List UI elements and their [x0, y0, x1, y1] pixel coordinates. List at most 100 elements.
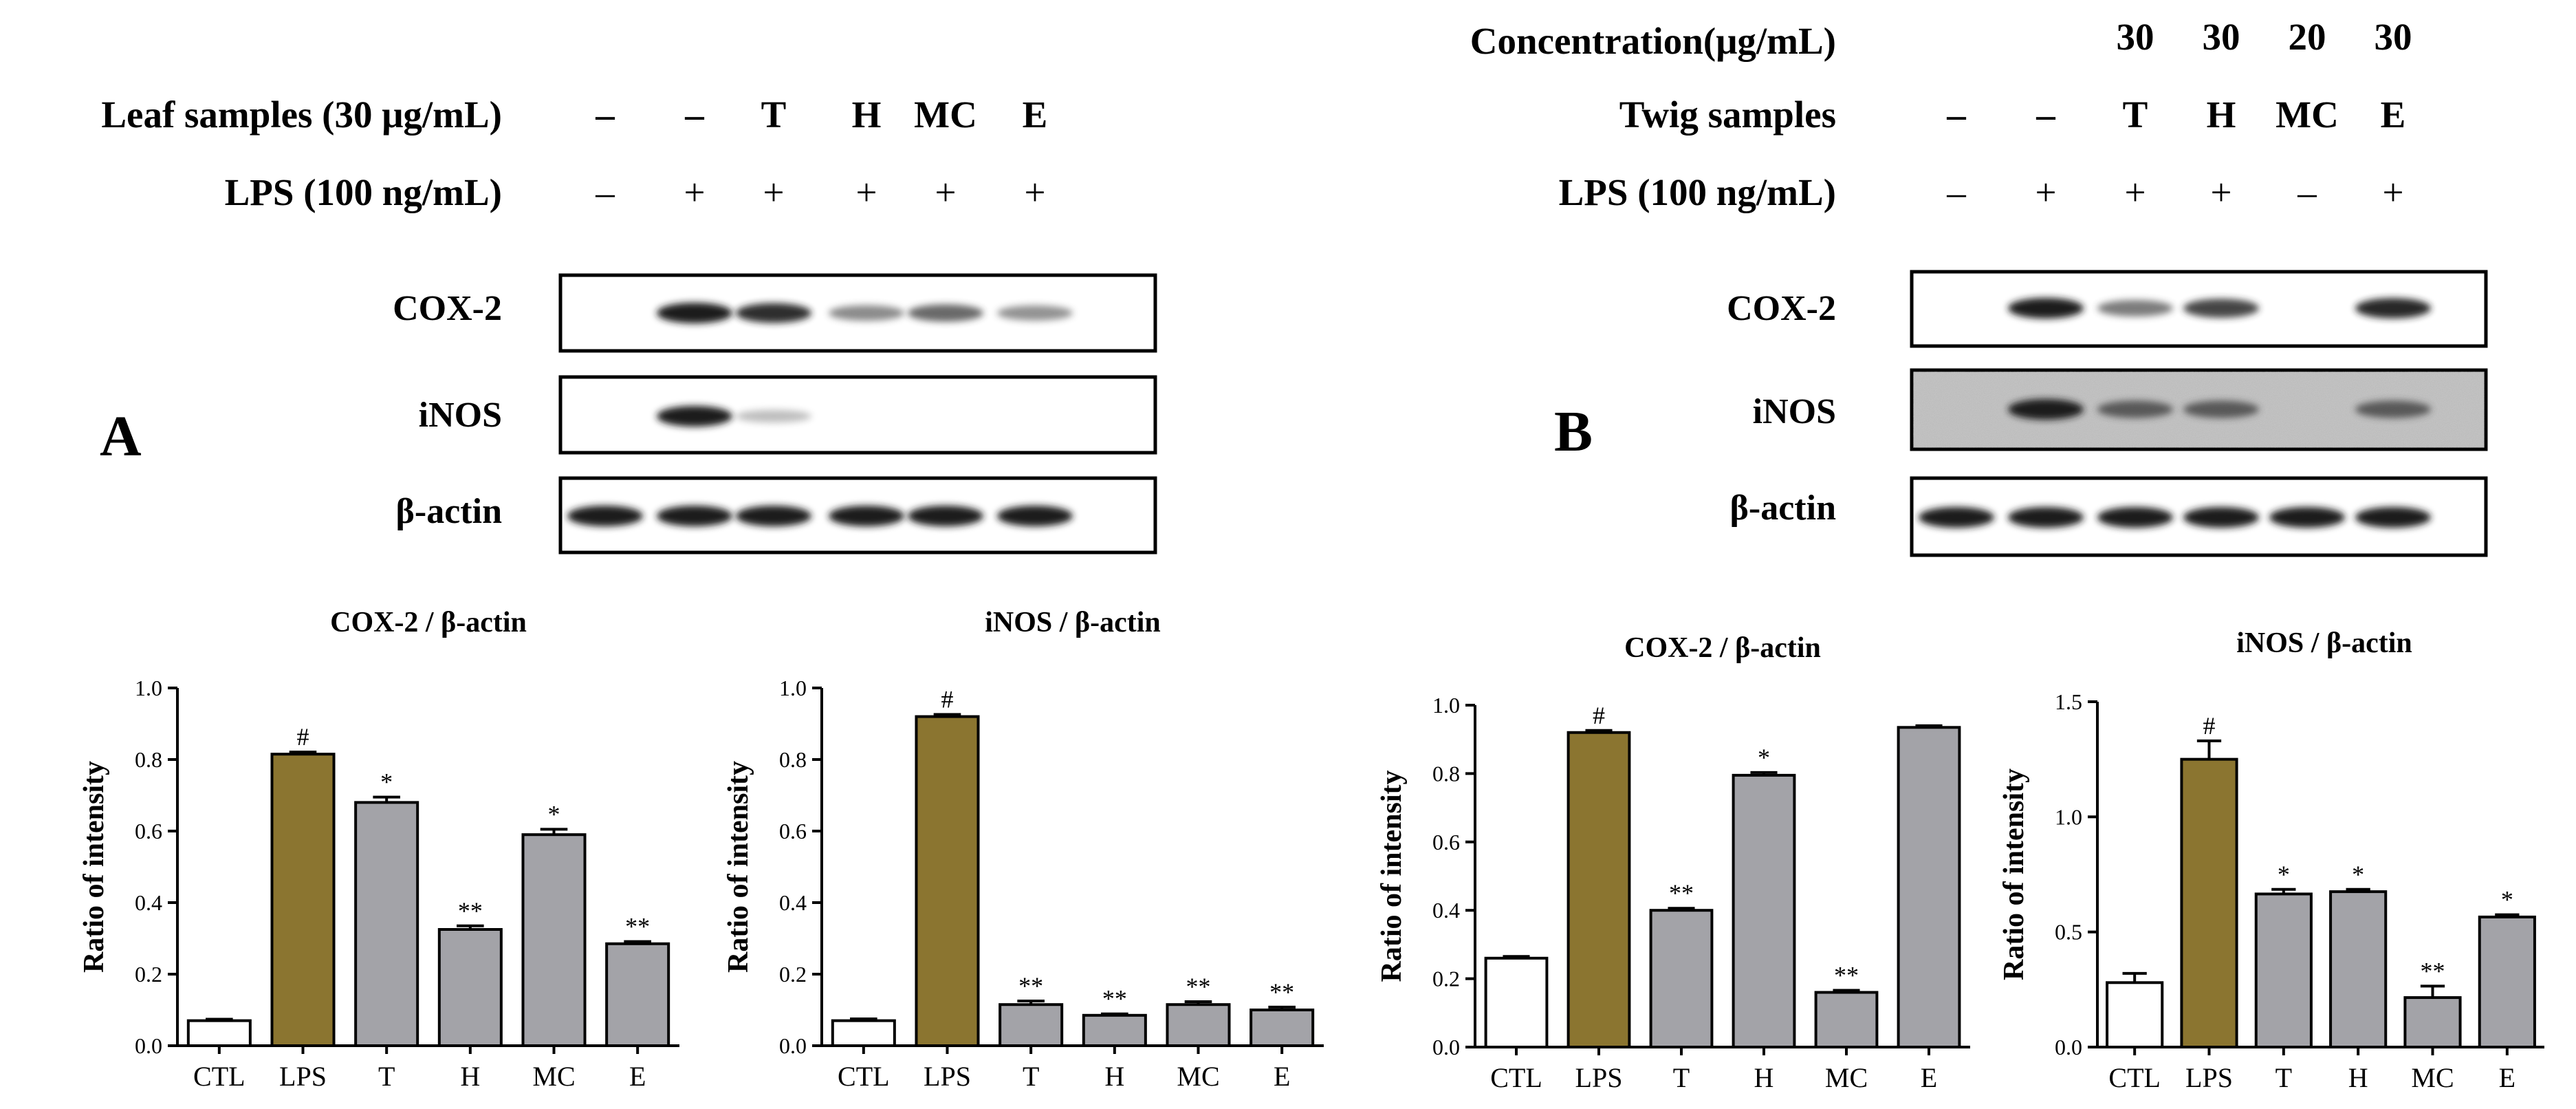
- header-cell: +: [2124, 171, 2146, 213]
- panel-b-concentration-row: 30 30 20 30: [2117, 16, 2412, 58]
- header-cell: +: [2382, 171, 2403, 213]
- x-tick-label: LPS: [924, 1061, 971, 1092]
- blot-band: [1919, 507, 1994, 528]
- panel-a-letter: A: [100, 405, 142, 469]
- x-tick-label: E: [2499, 1062, 2515, 1093]
- bar-h: [437, 928, 503, 1047]
- panel-a-sample-row: – – T H MC E: [595, 94, 1047, 136]
- header-cell: 20: [2289, 16, 2326, 58]
- x-tick-label: H: [1104, 1061, 1124, 1092]
- bar-e: [2478, 915, 2536, 1048]
- blot-band: [657, 506, 732, 526]
- x-tick-label: CTL: [193, 1061, 245, 1092]
- x-tick-label: T: [1673, 1062, 1690, 1093]
- bar-t: [998, 1003, 1064, 1047]
- y-tick-label: 0.4: [135, 890, 162, 915]
- y-tick-label: 0.0: [1432, 1035, 1460, 1059]
- header-cell: E: [1023, 94, 1048, 136]
- header-cell: +: [2210, 171, 2231, 213]
- blot-label-cox2-a: COX-2: [393, 289, 502, 328]
- header-cell: +: [935, 171, 956, 213]
- blot-band: [657, 406, 732, 427]
- header-cell: +: [2035, 171, 2056, 213]
- header-cell: +: [763, 171, 784, 213]
- header-cell: MC: [2275, 94, 2339, 136]
- significance-mark: #: [941, 685, 954, 713]
- significance-mark: **: [1269, 978, 1294, 1006]
- chart-inos-leaf: iNOS / β-actin 0.0 0.2 0.4 0.6 0.8 1.0 Ratio of…: [723, 607, 1324, 1092]
- chart-title: COX-2 / β-actin: [330, 607, 527, 638]
- blot-label-inos-a: iNOS: [419, 396, 502, 435]
- x-tick-label: CTL: [1490, 1062, 1542, 1093]
- significance-mark: #: [297, 723, 309, 751]
- significance-mark: **: [1102, 985, 1127, 1013]
- header-cell: –: [1946, 94, 1966, 136]
- header-cell: –: [595, 171, 615, 213]
- bar-lps: [2180, 757, 2238, 1048]
- blot-band: [2097, 507, 2173, 528]
- bar-h: [1732, 773, 1796, 1048]
- blot-band: [829, 305, 904, 321]
- header-cell: 30: [2117, 16, 2154, 58]
- header-cell: 30: [2203, 16, 2240, 58]
- y-tick-label: 1.5: [2055, 689, 2082, 714]
- x-tick-label: MC: [2411, 1062, 2454, 1093]
- blot-band: [2097, 300, 2173, 316]
- blot-box-actin-a: [558, 476, 1157, 554]
- x-tick-label: H: [1754, 1062, 1774, 1093]
- header-cell: 30: [2375, 16, 2412, 58]
- x-tick-label: LPS: [1575, 1062, 1623, 1093]
- panel-a-sample-label: Leaf samples (30 μg/mL): [101, 94, 502, 136]
- y-tick-label: 0.5: [2055, 920, 2082, 945]
- chart-inos-twig: iNOS / β-actin 0.0 0.5 1.0 1.5 Ratio of inten…: [1998, 627, 2544, 1093]
- header-cell: –: [1946, 171, 1966, 213]
- blot-band: [736, 409, 811, 423]
- bar-t: [354, 801, 419, 1048]
- x-tick-label: MC: [1825, 1062, 1868, 1093]
- blot-band: [2183, 507, 2259, 528]
- bar-lps: [270, 753, 336, 1047]
- panel-b-concentration-label: Concentration(μg/mL): [1470, 20, 1836, 62]
- y-tick-label: 0.8: [1432, 761, 1460, 786]
- blot-box-cox2-a: [558, 273, 1157, 353]
- bar-h: [2329, 890, 2388, 1048]
- panel-b-sample-label: Twig samples: [1619, 94, 1836, 136]
- panel-a-lps-label: LPS (100 ng/mL): [225, 171, 502, 213]
- header-cell: MC: [914, 94, 977, 136]
- header-cell: –: [2035, 94, 2055, 136]
- x-tick-label: E: [1921, 1062, 1937, 1093]
- blot-label-inos-b: iNOS: [1753, 392, 1836, 431]
- x-tick-label: H: [2348, 1062, 2368, 1093]
- blot-band: [829, 506, 904, 526]
- header-cell: E: [2381, 94, 2406, 136]
- significance-mark: **: [625, 913, 650, 940]
- blot-band: [2183, 400, 2259, 418]
- significance-mark: #: [1593, 702, 1605, 729]
- significance-mark: **: [1669, 879, 1694, 907]
- blot-label-cox2-b: COX-2: [1727, 289, 1836, 328]
- panel-b-lps-label: LPS (100 ng/mL): [1559, 171, 1836, 213]
- blot-band: [2269, 507, 2345, 528]
- panel-b-lps-row: – + + + – +: [1946, 171, 2403, 213]
- significance-mark: *: [380, 768, 393, 796]
- blot-box-inos-a: [558, 375, 1157, 455]
- header-cell: +: [684, 171, 705, 213]
- blot-label-actin-a: β-actin: [396, 492, 503, 531]
- y-tick-label: 0.0: [2055, 1035, 2082, 1059]
- y-axis-label: Ratio of intensity: [1376, 771, 1408, 982]
- blot-band: [997, 305, 1073, 321]
- y-tick-label: 0.6: [1432, 830, 1460, 854]
- blot-band: [2183, 299, 2259, 318]
- panel-b-sample-row: – – T H MC E: [1946, 94, 2405, 136]
- blot-band: [2355, 298, 2431, 319]
- header-cell: +: [855, 171, 877, 213]
- blot-band: [908, 506, 983, 526]
- bar-e: [1897, 726, 1961, 1049]
- x-tick-label: MC: [532, 1061, 575, 1092]
- bar-mc: [1814, 991, 1879, 1048]
- significance-mark: *: [2352, 861, 2364, 888]
- blot-label-actin-b: β-actin: [1730, 488, 1837, 528]
- bar-lps: [915, 715, 980, 1047]
- header-cell: T: [2123, 94, 2148, 136]
